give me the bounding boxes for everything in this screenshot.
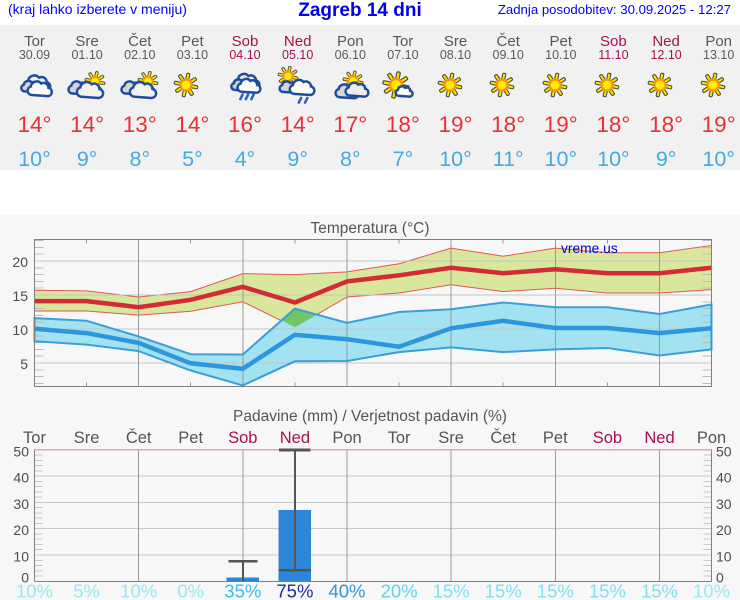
svg-text:0%: 0% [177, 581, 204, 600]
svg-text:50: 50 [13, 443, 29, 459]
svg-text:vreme.us: vreme.us [561, 241, 618, 256]
svg-text:Sre: Sre [438, 429, 464, 447]
svg-text:Padavine (mm) / Verjetnost pad: Padavine (mm) / Verjetnost padavin (%) [233, 408, 507, 425]
svg-text:10: 10 [716, 549, 732, 565]
svg-text:20: 20 [716, 522, 732, 538]
svg-text:Sre: Sre [74, 429, 100, 447]
svg-text:30: 30 [716, 496, 732, 512]
svg-text:5: 5 [20, 356, 28, 372]
svg-text:Čet: Čet [490, 428, 516, 447]
svg-text:Ned: Ned [280, 429, 310, 447]
svg-text:Tor: Tor [388, 429, 411, 447]
svg-text:Sob: Sob [228, 429, 257, 447]
svg-text:Pet: Pet [178, 429, 203, 447]
svg-text:0: 0 [21, 569, 29, 585]
svg-text:10%: 10% [16, 581, 53, 600]
svg-text:10: 10 [12, 322, 28, 338]
svg-text:5%: 5% [73, 581, 100, 600]
svg-text:15%: 15% [589, 581, 626, 600]
svg-text:15%: 15% [641, 581, 678, 600]
svg-text:40: 40 [13, 470, 29, 486]
svg-text:20%: 20% [381, 581, 418, 600]
svg-text:20: 20 [12, 254, 28, 270]
svg-text:15%: 15% [485, 581, 522, 600]
svg-text:10%: 10% [693, 581, 730, 600]
svg-text:Čet: Čet [126, 428, 152, 447]
svg-text:Ned: Ned [644, 429, 674, 447]
svg-text:Temperatura (°C): Temperatura (°C) [310, 220, 429, 237]
svg-text:15%: 15% [433, 581, 470, 600]
svg-text:35%: 35% [224, 581, 261, 600]
svg-text:Tor: Tor [23, 429, 46, 447]
svg-text:0: 0 [716, 569, 724, 585]
svg-text:10%: 10% [120, 581, 157, 600]
svg-text:10: 10 [13, 549, 29, 565]
svg-text:30: 30 [13, 496, 29, 512]
svg-text:15: 15 [12, 288, 28, 304]
svg-text:Pet: Pet [543, 429, 568, 447]
svg-text:Pon: Pon [332, 429, 361, 447]
svg-text:Sob: Sob [593, 429, 622, 447]
svg-text:Pon: Pon [697, 429, 726, 447]
svg-text:75%: 75% [276, 581, 313, 600]
svg-text:40%: 40% [328, 581, 365, 600]
svg-text:20: 20 [13, 522, 29, 538]
svg-text:40: 40 [716, 470, 732, 486]
svg-text:50: 50 [716, 443, 732, 459]
svg-text:15%: 15% [537, 581, 574, 600]
